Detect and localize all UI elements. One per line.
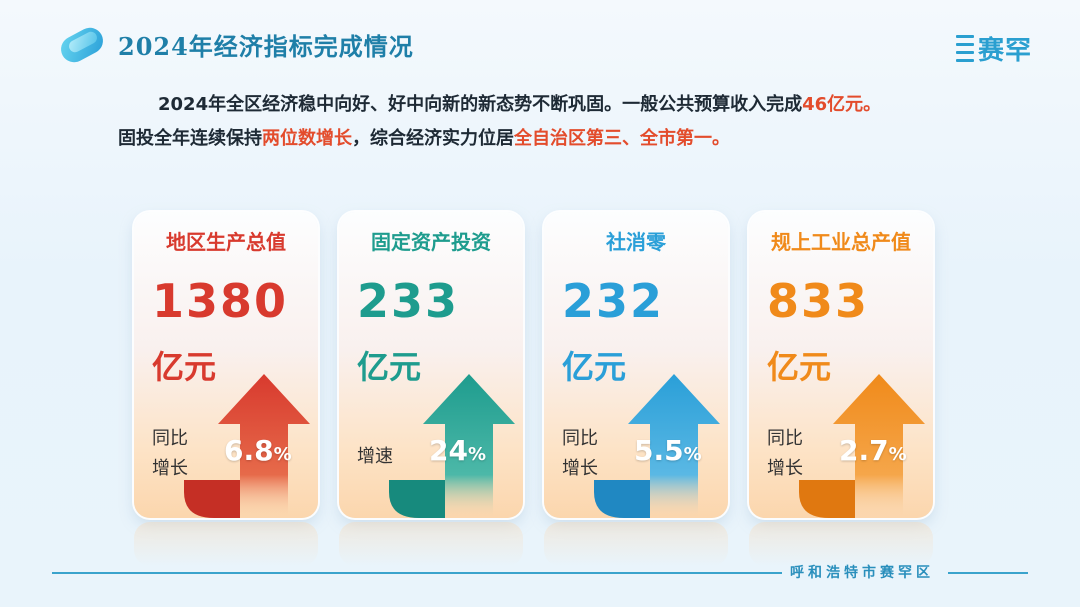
header: 2024年经济指标完成情况 xyxy=(56,22,414,67)
card-value: 233 xyxy=(357,274,460,328)
card-reflection xyxy=(749,522,933,566)
card-title: 地区生产总值 xyxy=(166,230,286,254)
card-value: 232 xyxy=(562,274,665,328)
card-label-line: 增长 xyxy=(562,458,598,479)
card-unit: 亿元 xyxy=(152,348,217,386)
card-title: 规上工业总产值 xyxy=(771,230,911,254)
percent-value: 2.7 xyxy=(839,434,889,467)
card-label-line: 同比 xyxy=(562,428,598,449)
percent-sign: % xyxy=(467,444,487,465)
percent-sign: % xyxy=(888,444,907,465)
card-value: 1380 xyxy=(152,274,289,328)
card-percent: 2.7% xyxy=(839,434,907,467)
intro-paragraph: 2024年全区经济稳中向好、好中向新的新态势不断巩固。一般公共预算收入完成46亿… xyxy=(118,88,998,156)
intro-highlight-rank: 全自治区第三、全市第一。 xyxy=(514,128,730,149)
building-icon xyxy=(955,34,974,63)
card-title: 固定资产投资 xyxy=(371,230,491,254)
page-title: 2024年经济指标完成情况 xyxy=(118,31,414,61)
card-fixed-investment: 固定资产投资 233 亿元 增速 24% xyxy=(339,212,523,518)
brand-logo: 赛罕 xyxy=(955,30,1032,67)
intro-text: 固投全年连续保持 xyxy=(118,128,262,149)
brand-name: 赛罕 xyxy=(977,36,1032,66)
card-label-line: 同比 xyxy=(152,428,188,449)
footer-text: 呼和浩特市赛罕区 xyxy=(790,565,934,581)
card-reflection xyxy=(544,522,728,566)
up-arrow-icon xyxy=(594,374,720,518)
card-unit: 亿元 xyxy=(562,348,627,386)
card-label-line: 增长 xyxy=(152,458,188,479)
card-label: 增速 xyxy=(357,442,393,472)
percent-sign: % xyxy=(683,444,702,465)
intro-highlight-revenue: 46亿元。 xyxy=(802,94,882,115)
card-reflection xyxy=(339,522,523,566)
up-arrow-icon xyxy=(799,374,925,518)
card-gdp: 地区生产总值 1380 亿元 同比 增长 6.8% xyxy=(134,212,318,518)
card-label-line: 增长 xyxy=(767,458,803,479)
logo-icon xyxy=(56,22,108,67)
percent-value: 6.8 xyxy=(224,434,274,467)
card-unit: 亿元 xyxy=(767,348,832,386)
card-label: 同比 增长 xyxy=(562,424,598,484)
card-retail-sales: 社消零 232 亿元 同比 增长 5.5% xyxy=(544,212,728,518)
card-percent: 24% xyxy=(429,434,486,467)
card-title: 社消零 xyxy=(606,230,666,254)
intro-line-1: 2024年全区经济稳中向好、好中向新的新态势不断巩固。一般公共预算收入完成46亿… xyxy=(118,88,998,122)
card-value: 833 xyxy=(767,274,870,328)
card-percent: 6.8% xyxy=(224,434,292,467)
card-unit: 亿元 xyxy=(357,348,422,386)
intro-line-2: 固投全年连续保持两位数增长，综合经济实力位居全自治区第三、全市第一。 xyxy=(118,122,998,156)
card-label: 同比 增长 xyxy=(767,424,803,484)
card-industrial-output: 规上工业总产值 833 亿元 同比 增长 2.7% xyxy=(749,212,933,518)
intro-text: 2024年全区经济稳中向好、好中向新的新态势不断巩固。一般公共预算收入完成 xyxy=(158,94,803,115)
percent-sign: % xyxy=(273,444,292,465)
card-label-line: 同比 xyxy=(767,428,803,449)
intro-text: ，综合经济实力位居 xyxy=(352,128,514,149)
intro-highlight-growth: 两位数增长 xyxy=(262,128,352,149)
up-arrow-icon xyxy=(184,374,310,518)
up-arrow-icon xyxy=(389,374,515,518)
card-label-line: 增速 xyxy=(357,446,393,467)
footer-divider xyxy=(52,572,782,574)
percent-value: 5.5 xyxy=(634,434,684,467)
footer-divider xyxy=(948,572,1028,574)
card-percent: 5.5% xyxy=(634,434,702,467)
card-label: 同比 增长 xyxy=(152,424,188,484)
card-reflection xyxy=(134,522,318,566)
percent-value: 24 xyxy=(429,434,468,467)
